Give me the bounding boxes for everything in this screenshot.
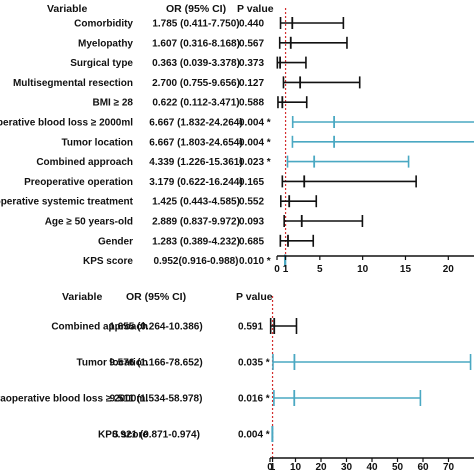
x-tick-label: 10	[357, 264, 369, 275]
row-label: Combined approach	[51, 322, 148, 333]
row-label: KPS score	[83, 256, 133, 267]
row-label: Comorbidity	[74, 19, 133, 30]
row-label: Tumor location	[62, 137, 133, 148]
x-tick-label: 50	[392, 462, 404, 473]
header-variable: Variable	[47, 3, 87, 15]
x-tick-label: 15	[400, 264, 412, 275]
row-or-ci: 1.655 (0.264-10.386)	[109, 322, 202, 333]
row-label: Multisegmental resection	[13, 78, 133, 89]
row-label: Surgical type	[70, 58, 133, 69]
row-p-value: 0.588	[239, 98, 264, 109]
x-tick-label: 40	[366, 462, 378, 473]
row-p-value: 0.165	[239, 177, 264, 188]
row-label: Preoperative operation	[24, 177, 133, 188]
row-or-ci: 0.952(0.916-0.988)	[153, 256, 238, 267]
x-tick-label: 10	[290, 462, 302, 473]
row-label: Tumor location	[77, 358, 148, 369]
row-p-value: 0.093	[239, 217, 264, 228]
row-or-ci: 9.511 (1.534-58.978)	[110, 394, 203, 405]
row-p-value: 0.685	[239, 236, 264, 247]
row-p-value: 0.023 *	[239, 157, 271, 168]
row-label: KPS score	[98, 430, 148, 441]
x-tick-label: 70	[443, 462, 455, 473]
x-tick-label: 30	[341, 462, 353, 473]
row-or-ci: 4.339 (1.226-15.361)	[149, 157, 242, 168]
row-label: Age ≥ 50 years-old	[45, 217, 133, 228]
row-or-ci: 0.921 (0.871-0.974)	[112, 430, 200, 441]
header-or-ci: OR (95% CI)	[126, 291, 186, 303]
row-label: Preoperative systemic treatment	[0, 197, 134, 208]
row-p-value: 0.373	[239, 58, 264, 69]
row-p-value: 0.016 *	[238, 394, 270, 405]
row-p-value: 0.567	[239, 38, 264, 49]
row-p-value: 0.127	[239, 78, 264, 89]
row-or-ci: 3.179 (0.622-16.244)	[149, 177, 242, 188]
row-or-ci: 1.607 (0.316-8.168)	[152, 38, 240, 49]
row-p-value: 0.004 *	[239, 118, 271, 129]
row-or-ci: 2.889 (0.837-9.972)	[152, 217, 240, 228]
x-tick-label: 60	[417, 462, 429, 473]
row-label: Intraoperative blood loss ≥ 2000ml	[0, 118, 133, 129]
row-or-ci: 0.622 (0.112-3.471)	[152, 98, 239, 109]
row-p-value: 0.035 *	[238, 358, 270, 369]
row-p-value: 0.004 *	[238, 430, 270, 441]
x-tick-label: 0	[274, 264, 280, 275]
x-tick-label: 0	[267, 462, 273, 473]
row-p-value: 0.552	[239, 197, 264, 208]
x-tick-label: 1	[270, 462, 276, 473]
row-or-ci: 1.283 (0.389-4.232)	[152, 236, 240, 247]
x-tick-label: 20	[315, 462, 327, 473]
row-label: BMI ≥ 28	[93, 98, 134, 109]
header-p-value: P value	[236, 291, 273, 303]
row-or-ci: 6.667 (1.832-24.264)	[149, 118, 242, 129]
row-or-ci: 2.700 (0.755-9.656)	[152, 78, 240, 89]
row-label: Gender	[98, 236, 133, 247]
row-label: Combined approach	[36, 157, 133, 168]
x-tick-label: 20	[443, 264, 455, 275]
header-variable: Variable	[62, 291, 102, 303]
row-or-ci: 0.363 (0.039-3.378)	[152, 58, 240, 69]
header-p-value: P value	[237, 3, 274, 15]
x-tick-label: 5	[317, 264, 323, 275]
row-p-value: 0.591	[238, 322, 263, 333]
row-or-ci: 6.667 (1.803-24.654)	[149, 137, 242, 148]
x-tick-label: 1	[283, 264, 289, 275]
row-label: Myelopathy	[78, 38, 133, 49]
header-or-ci: OR (95% CI)	[166, 3, 226, 15]
row-or-ci: 1.785 (0.411-7.750)	[152, 19, 239, 30]
row-or-ci: 1.425 (0.443-4.585)	[152, 197, 240, 208]
row-or-ci: 9.576 (1.166-78.652)	[109, 358, 202, 369]
row-p-value: 0.010 *	[239, 256, 271, 267]
row-label: Intraoperative blood loss ≥ 2000ml	[0, 394, 148, 405]
row-p-value: 0.004 *	[239, 137, 271, 148]
row-p-value: 0.440	[239, 19, 264, 30]
